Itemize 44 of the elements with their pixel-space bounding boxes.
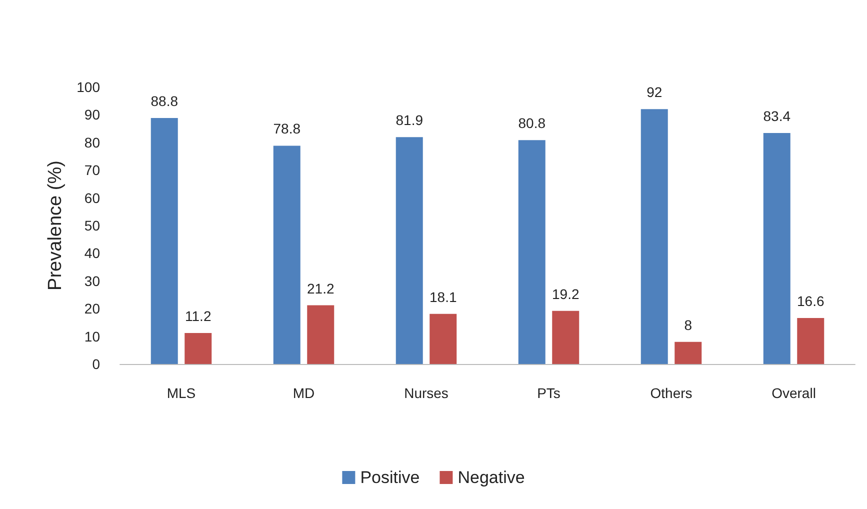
y-tick-label: 30 <box>84 272 100 289</box>
y-axis-title: Prevalence (%) <box>45 160 66 290</box>
y-tick-label: 90 <box>84 106 100 123</box>
bar <box>307 305 334 364</box>
y-tick-label: 100 <box>76 79 100 95</box>
y-tick-label: 20 <box>84 300 100 317</box>
data-label: 21.2 <box>307 280 334 296</box>
x-tick-label: PTs <box>537 385 560 401</box>
bar <box>640 109 668 364</box>
data-label: 18.1 <box>430 288 457 305</box>
y-tick-label: 60 <box>84 190 100 206</box>
y-tick-label: 40 <box>84 245 100 262</box>
data-label: 88.8 <box>150 93 178 110</box>
y-tick-label: 0 <box>92 356 100 372</box>
bar <box>273 146 300 364</box>
y-tick-label: 70 <box>84 162 100 178</box>
data-label: 11.2 <box>185 308 212 324</box>
bar <box>150 118 178 364</box>
x-tick-label: Others <box>650 385 692 401</box>
data-label: 83.4 <box>763 108 791 124</box>
y-tick-label: 80 <box>84 134 100 150</box>
data-label: 8 <box>684 316 692 333</box>
y-tick-label: 50 <box>84 218 100 234</box>
data-label: 92 <box>646 84 662 100</box>
bar <box>518 140 546 364</box>
y-tick-label: 10 <box>84 328 100 344</box>
data-label: 78.8 <box>273 120 301 137</box>
bar <box>797 318 824 364</box>
x-tick-label: Nurses <box>404 385 448 401</box>
legend-label: Negative <box>458 468 525 487</box>
bar <box>552 310 580 364</box>
data-label: 16.6 <box>797 293 824 310</box>
bar <box>674 342 702 364</box>
data-label: 19.2 <box>552 286 580 302</box>
bar <box>184 332 212 364</box>
legend-label: Positive <box>360 468 420 487</box>
bar <box>430 314 457 364</box>
x-tick-label: MLS <box>166 385 196 401</box>
bar <box>763 132 790 364</box>
data-label: 81.9 <box>396 112 424 128</box>
data-label: 80.8 <box>518 115 546 132</box>
x-tick-label: Overall <box>772 385 816 401</box>
bar <box>396 137 423 364</box>
x-tick-label: MD <box>292 385 315 401</box>
